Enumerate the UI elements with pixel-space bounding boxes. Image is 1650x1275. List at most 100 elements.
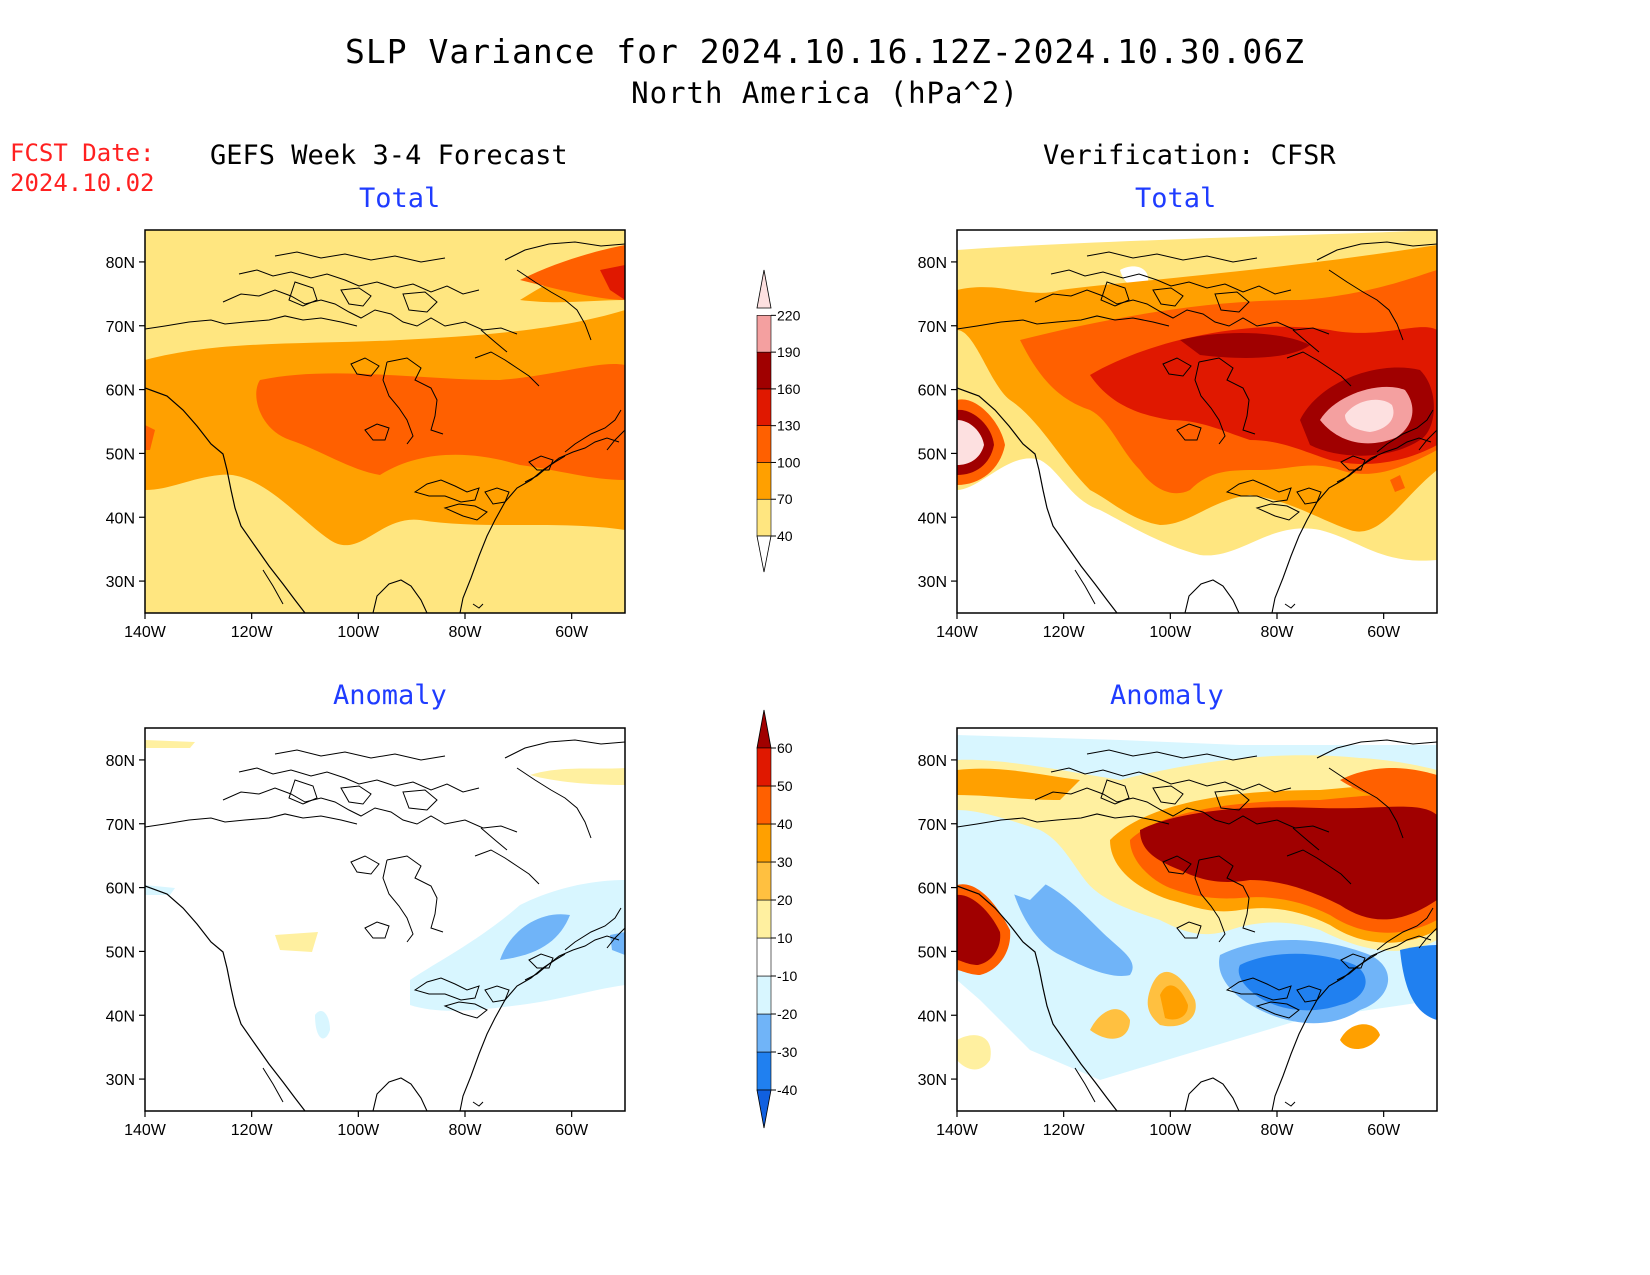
verification-anomaly-lat-label: 70N <box>918 817 947 834</box>
verification-anomaly-lat-label: 60N <box>918 881 947 898</box>
colorbar-total-swatch <box>756 498 772 537</box>
verification-total-lat-label: 40N <box>918 510 947 527</box>
verification-total-lon-label: 100W <box>1149 624 1192 641</box>
forecast-anomaly-frame <box>144 727 626 1112</box>
colorbar-anomaly-label: -30 <box>777 1044 797 1060</box>
forecast-anomaly-lon-label: 120W <box>231 1122 274 1139</box>
forecast-anomaly-lon-label: 100W <box>337 1122 380 1139</box>
colorbar-anomaly-label: 50 <box>777 778 793 794</box>
verification-anomaly-title: Anomaly <box>1110 680 1224 711</box>
colorbar-total: 40 70 100 130 160 190 220 <box>756 269 801 573</box>
colorbar-total-label: 100 <box>777 454 801 470</box>
forecast-date-caption: FCST Date: <box>10 139 155 167</box>
colorbar-anomaly-swatch <box>756 1013 772 1053</box>
verification-anomaly-lat-label: 50N <box>918 944 947 961</box>
forecast-anomaly-lon-label: 80W <box>449 1122 483 1139</box>
forecast-anomaly-lat-label: 80N <box>106 753 135 770</box>
forecast-anomaly-lat-label: 40N <box>106 1008 135 1025</box>
colorbar-total-swatch <box>756 388 772 426</box>
verification-total-lon-label: 60W <box>1367 624 1401 641</box>
colorbar-anomaly-swatch <box>756 937 772 977</box>
forecast-column-title: GEFS Week 3-4 Forecast <box>210 140 568 171</box>
verification-total-lat-label: 50N <box>918 446 947 463</box>
forecast-date-value: 2024.10.02 <box>10 169 155 197</box>
colorbar-total-top-arrow <box>756 269 772 309</box>
forecast-total-lat-label: 50N <box>106 446 135 463</box>
verification-total-lon-label: 140W <box>936 624 979 641</box>
colorbar-anomaly-label: -10 <box>777 968 797 984</box>
forecast-total-lat-label: 70N <box>106 319 135 336</box>
verification-anomaly-frame <box>956 727 1438 1112</box>
colorbar-anomaly-label: 30 <box>777 854 793 870</box>
colorbar-total-label: 40 <box>777 528 793 544</box>
forecast-anomaly-lon-label: 60W <box>555 1122 589 1139</box>
colorbar-anomaly-swatch <box>756 861 772 901</box>
forecast-anomaly-field <box>145 728 625 1111</box>
colorbar-anomaly-label: 20 <box>777 892 793 908</box>
forecast-total-title: Total <box>359 183 441 214</box>
verification-total-lat-label: 60N <box>918 383 947 400</box>
colorbar-anomaly-label: 40 <box>777 816 793 832</box>
verification-anomaly-lon-label: 80W <box>1261 1122 1295 1139</box>
verification-total-lon-label: 120W <box>1043 624 1086 641</box>
verification-anomaly-lat-label: 30N <box>918 1072 947 1089</box>
forecast-date-label: FCST Date: 2024.10.02 <box>10 138 155 198</box>
colorbar-total-swatch <box>756 462 772 500</box>
colorbar-total-bottom-arrow <box>756 535 772 573</box>
colorbar-total-label: 190 <box>777 344 801 360</box>
colorbar-total-swatch <box>756 351 772 390</box>
figure-title: SLP Variance for 2024.10.16.12Z-2024.10.… <box>345 32 1305 71</box>
colorbar-anomaly-label: 60 <box>777 740 793 756</box>
forecast-total-lon-label: 120W <box>231 624 274 641</box>
colorbar-anomaly-swatch <box>756 785 772 825</box>
forecast-total-lat-label: 40N <box>106 510 135 527</box>
forecast-anomaly-lon-label: 140W <box>124 1122 167 1139</box>
colorbar-anomaly-label: -40 <box>777 1082 797 1098</box>
verification-total-lat-label: 30N <box>918 574 947 591</box>
verification-anomaly-lon-label: 60W <box>1367 1122 1401 1139</box>
colorbar-total-swatch <box>756 315 772 353</box>
verification-anomaly-lon-label: 140W <box>936 1122 979 1139</box>
forecast-total-field <box>145 230 625 613</box>
forecast-total-lat-label: 60N <box>106 383 135 400</box>
forecast-anomaly-lat-label: 30N <box>106 1072 135 1089</box>
colorbar-total-label: 160 <box>777 381 801 397</box>
colorbar-total-label: 70 <box>777 491 793 507</box>
forecast-total-lon-label: 60W <box>555 624 589 641</box>
figure-subtitle: North America (hPa^2) <box>631 76 1019 110</box>
verification-anomaly-field <box>957 728 1437 1111</box>
forecast-anomaly-title: Anomaly <box>333 680 447 711</box>
verification-total-lat-label: 70N <box>918 319 947 336</box>
colorbar-total-label: 130 <box>777 418 801 434</box>
colorbar-anomaly-swatch <box>756 975 772 1015</box>
verification-anomaly-lon-label: 120W <box>1043 1122 1086 1139</box>
forecast-total-lat-label: 30N <box>106 574 135 591</box>
forecast-anomaly-lat-label: 60N <box>106 881 135 898</box>
axis-labels: 80N 70N 60N 50N 40N 30N 140W 120W 100W 80W 60W 80N 7… <box>106 255 1401 1139</box>
colorbar-total-label: 220 <box>777 307 801 323</box>
verification-anomaly-lat-label: 80N <box>918 753 947 770</box>
verification-total-title: Total <box>1135 183 1217 214</box>
colorbar-anomaly: -40 -30 -20 -10 10 20 30 40 50 60 <box>756 709 797 1129</box>
forecast-total-lon-label: 140W <box>124 624 167 641</box>
forecast-total-lat-label: 80N <box>106 255 135 272</box>
verification-total-field <box>957 230 1437 613</box>
verification-column-title: Verification: CFSR <box>1043 140 1336 171</box>
forecast-anomaly-lat-label: 50N <box>106 944 135 961</box>
forecast-anomaly-lat-label: 70N <box>106 817 135 834</box>
forecast-total-lon-label: 80W <box>449 624 483 641</box>
colorbar-anomaly-swatch <box>756 823 772 863</box>
forecast-total-frame <box>144 229 626 614</box>
colorbar-anomaly-swatch <box>756 1051 772 1091</box>
colorbar-anomaly-top-arrow <box>756 709 772 749</box>
verification-total-lat-label: 80N <box>918 255 947 272</box>
verification-total-frame <box>956 229 1438 614</box>
colorbar-anomaly-swatch <box>756 899 772 939</box>
colorbar-anomaly-label: 10 <box>777 930 793 946</box>
colorbar-anomaly-swatch <box>756 747 772 787</box>
verification-total-lon-label: 80W <box>1261 624 1295 641</box>
colorbar-total-swatch <box>756 425 772 463</box>
verification-anomaly-lon-label: 100W <box>1149 1122 1192 1139</box>
colorbar-anomaly-bottom-arrow <box>756 1089 772 1129</box>
